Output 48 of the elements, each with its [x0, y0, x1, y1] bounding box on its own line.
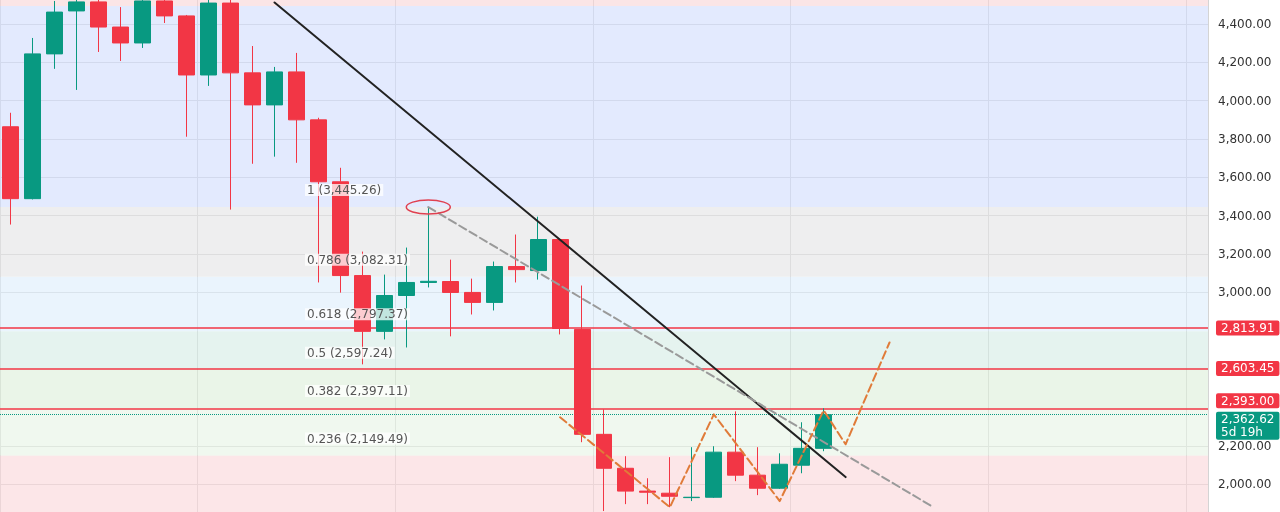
candlestick	[530, 216, 547, 281]
candlestick	[178, 14, 195, 138]
band-label: 0.786 (3,082.31)	[307, 252, 408, 267]
candlestick	[266, 66, 283, 158]
candlestick	[112, 6, 129, 62]
candlestick	[793, 421, 810, 474]
candlestick	[617, 455, 634, 505]
candlestick	[244, 45, 261, 165]
candlestick	[46, 0, 63, 70]
candlestick	[683, 446, 700, 502]
y-tick-label: 2,200.00	[1218, 438, 1272, 453]
y-tick-label: 4,200.00	[1218, 55, 1272, 70]
candlestick	[705, 445, 722, 499]
candlestick	[24, 37, 41, 200]
ref-line-label: 2,393.00	[1221, 393, 1275, 408]
candlestick	[288, 52, 305, 164]
candlestick	[420, 206, 437, 288]
ref-line-label: 2,603.45	[1221, 361, 1275, 376]
candlestick	[508, 234, 525, 283]
candlestick	[2, 112, 19, 226]
candlestick	[90, 0, 107, 53]
candlestick	[156, 0, 173, 24]
candlestick	[464, 278, 481, 315]
candlestick	[222, 0, 239, 211]
y-tick-label: 3,200.00	[1218, 247, 1272, 262]
candlestick	[639, 477, 656, 505]
line-series	[559, 341, 891, 509]
candlestick	[486, 261, 503, 311]
band-label: 0.618 (2,797.37)	[307, 307, 408, 322]
candlestick	[68, 0, 85, 91]
candlestick	[200, 0, 217, 87]
candlestick	[661, 456, 678, 508]
ref-line-label: 2,362.62 5d 19h	[1221, 412, 1275, 440]
ref-line-label: 2,813.91	[1221, 321, 1275, 336]
candlestick	[134, 0, 151, 49]
candlestick	[771, 452, 788, 490]
y-tick-label: 4,400.00	[1218, 16, 1272, 31]
band-label: 0.5 (2,597.24)	[307, 345, 393, 360]
y-tick-label: 3,600.00	[1218, 170, 1272, 185]
y-tick-label: 3,400.00	[1218, 208, 1272, 223]
y-tick-label: 3,800.00	[1218, 132, 1272, 147]
band-label: 1 (3,445.26)	[307, 183, 382, 198]
y-tick-label: 4,000.00	[1218, 93, 1272, 108]
candlestick	[749, 446, 766, 496]
y-tick-label: 2,000.00	[1218, 477, 1272, 492]
y-tick-label: 3,000.00	[1218, 285, 1272, 300]
band-label: 0.236 (2,149.49)	[307, 431, 408, 446]
band-label: 0.382 (2,397.11)	[307, 384, 408, 399]
